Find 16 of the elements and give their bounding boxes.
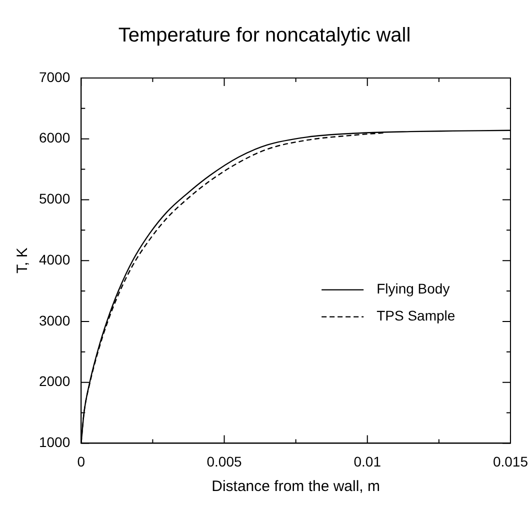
y-axis-title: T, K [14,248,32,274]
y-tick-label: 2000 [38,373,70,390]
y-tick-label: 6000 [38,130,70,146]
y-tick-label: 3000 [38,312,70,328]
x-tick-label: 0.01 [354,453,382,470]
x-tick-label: 0.005 [206,453,242,470]
x-tick-label: 0.015 [492,453,528,470]
chart-title: Temperature for noncatalytic wall [118,24,411,47]
legend-label: TPS Sample [376,308,456,324]
x-tick-label: 0 [77,453,86,470]
y-tick-label: 5000 [38,190,70,207]
legend-label: Flying Body [376,280,450,297]
y-tick-label: 1000 [38,434,70,450]
x-axis-title: Distance from the wall, m [212,478,380,496]
y-tick-label: 7000 [38,68,70,85]
y-tick-label: 4000 [38,251,70,268]
